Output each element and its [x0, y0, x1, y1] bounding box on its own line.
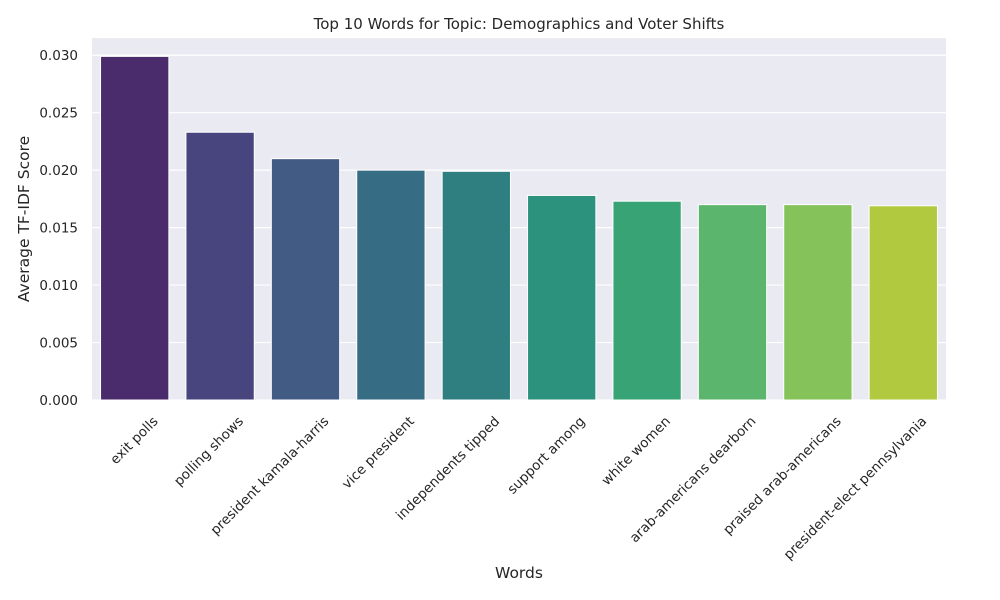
y-tick-label: 0.015: [39, 221, 78, 237]
bars: [100, 55, 938, 401]
chart-title: Top 10 Words for Topic: Demographics and…: [313, 15, 725, 33]
bar: [441, 170, 511, 401]
bar: [100, 55, 170, 401]
bar: [868, 205, 938, 401]
y-axis-label: Average TF-IDF Score: [15, 136, 33, 302]
y-tick-label: 0.010: [39, 278, 78, 294]
x-tick-label: exit polls: [107, 414, 161, 468]
y-tick-label: 0.005: [39, 336, 78, 352]
x-tick-label: vice president: [339, 414, 418, 493]
bar: [185, 131, 255, 401]
x-tick-label: president-elect pennsylvania: [781, 414, 931, 564]
bar: [612, 200, 682, 401]
bar: [527, 194, 597, 401]
x-axis-label: Words: [495, 564, 543, 582]
y-tick-label: 0.000: [39, 393, 78, 409]
y-axis-ticks: 0.000 0.005 0.010 0.015 0.020 0.025 0.030: [39, 48, 78, 409]
x-tick-label: polling shows: [171, 414, 247, 490]
bar: [270, 158, 341, 401]
y-tick-label: 0.025: [39, 106, 78, 122]
bar: [783, 204, 853, 401]
y-tick-label: 0.030: [39, 48, 78, 64]
y-tick-label: 0.020: [39, 163, 78, 179]
x-tick-label: support among: [504, 414, 588, 498]
x-tick-label: white women: [599, 414, 674, 489]
bar: [697, 204, 768, 401]
bar: [356, 169, 426, 401]
